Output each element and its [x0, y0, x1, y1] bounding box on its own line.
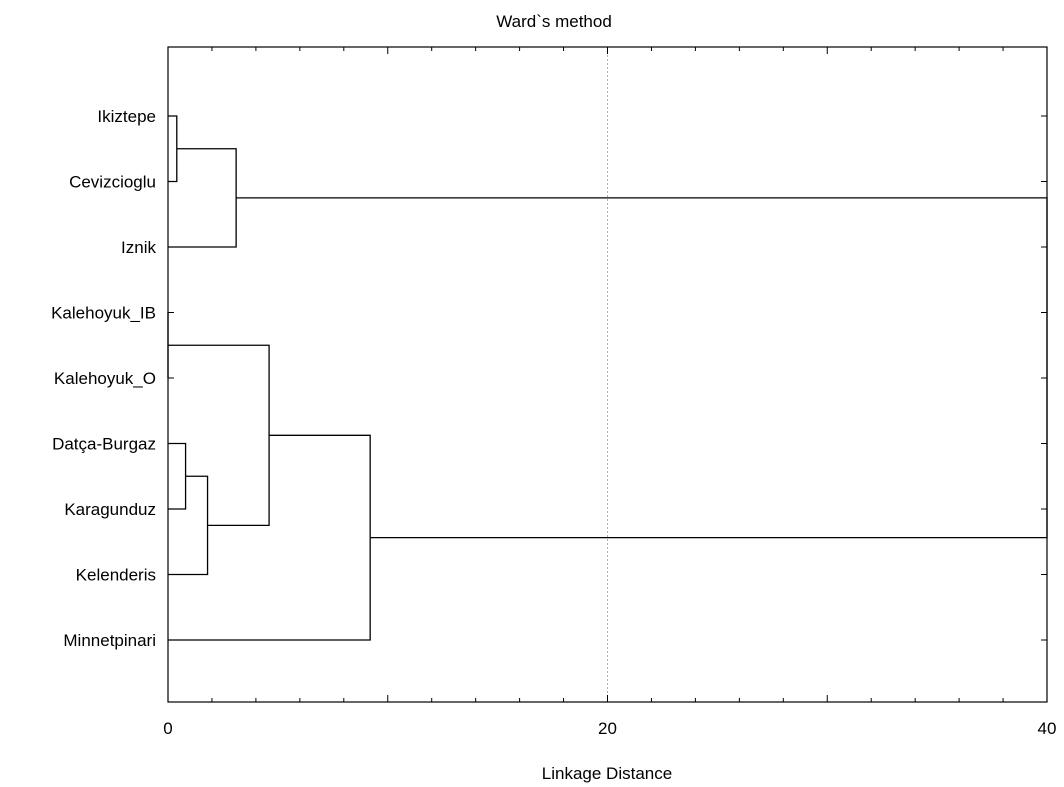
leaf-label: Kalehoyuk_IB — [51, 304, 156, 323]
leaf-label: Ikiztepe — [97, 107, 156, 126]
x-axis-label: Linkage Distance — [542, 764, 672, 783]
links-layer — [167, 115, 1048, 641]
leaf-label: Cevizcioglu — [69, 173, 156, 192]
x-tick-label: 0 — [163, 719, 172, 738]
leaf-label: Karagunduz — [64, 500, 156, 519]
leaf-label: Minnetpinari — [63, 631, 156, 650]
x-tick-label: 40 — [1038, 719, 1057, 738]
leaf-label: Kalehoyuk_O — [54, 369, 156, 388]
leaf-label: Datça-Burgaz — [52, 435, 156, 454]
dendrogram-link — [168, 344, 270, 527]
dendrogram-link — [236, 197, 1048, 539]
leaf-label: Kelenderis — [76, 566, 156, 585]
dendrogram-link — [168, 475, 209, 576]
dendrogram-link — [168, 148, 237, 248]
dendrogram-link — [168, 115, 178, 183]
leaf-label: Iznik — [121, 238, 156, 257]
x-tick-label: 20 — [598, 719, 617, 738]
dendrogram-link — [168, 442, 187, 510]
tick-labels-layer: 0 20 40 — [163, 719, 1056, 738]
leaf-labels-layer: Ikiztepe Cevizcioglu Iznik Kalehoyuk_IB Kale… — [51, 107, 156, 650]
chart-title: Ward`s method — [496, 12, 612, 31]
